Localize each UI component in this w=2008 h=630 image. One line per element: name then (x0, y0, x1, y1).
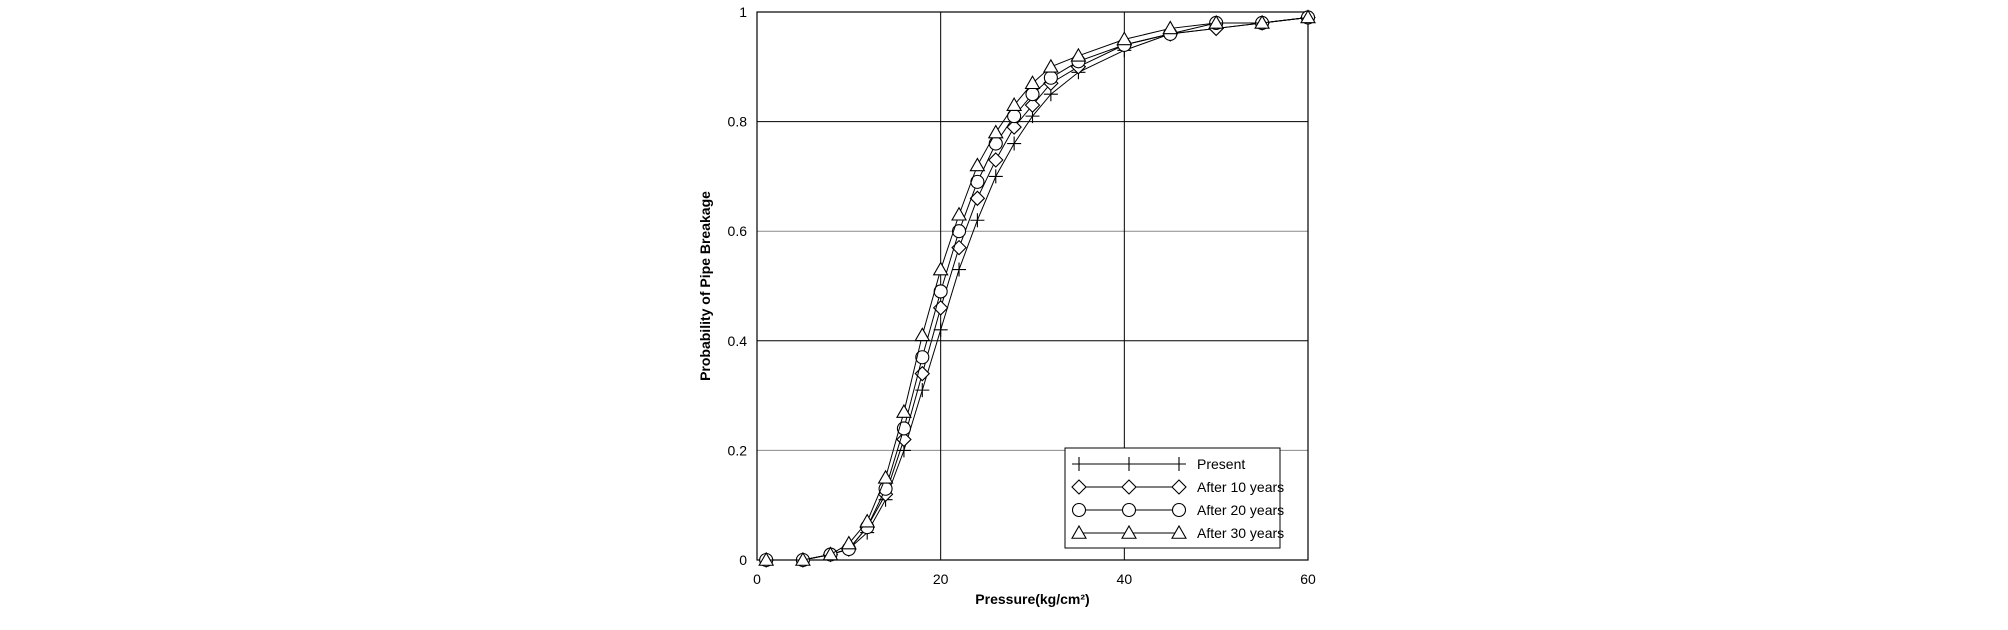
x-tick-label: 0 (753, 571, 761, 587)
data-point (895, 403, 912, 418)
data-point (988, 136, 1003, 151)
legend-box (1064, 447, 1281, 549)
x-tick-label: 60 (1300, 571, 1316, 587)
legend-items: Present After 10 years After 20 years After… (1071, 456, 1284, 541)
legend-marker (1121, 524, 1137, 539)
data-point (758, 551, 775, 566)
legend-marker (1122, 457, 1136, 471)
y-tick-label: 0.8 (728, 114, 748, 130)
data-point (1025, 87, 1040, 102)
legend-marker (1072, 457, 1086, 471)
legend-item: Present (1072, 456, 1245, 472)
legend: Present After 10 years After 20 years After… (1064, 447, 1284, 549)
series-triangle (758, 9, 1316, 566)
data-point (859, 513, 876, 528)
legend-label: After 30 years (1197, 525, 1284, 541)
legend-marker (1121, 479, 1137, 495)
data-point (822, 546, 839, 561)
data-point (933, 322, 948, 337)
data-point (914, 327, 931, 342)
plot-area (756, 11, 1309, 561)
data-point (987, 152, 1004, 168)
x-tick-label: 20 (933, 571, 949, 587)
data-point (1042, 58, 1059, 73)
data-point (969, 190, 986, 207)
data-point (1300, 9, 1316, 24)
legend-item: After 30 years (1071, 524, 1284, 541)
data-point (914, 365, 931, 382)
data-point (1162, 20, 1179, 35)
series-group (758, 9, 1316, 568)
data-point (1024, 75, 1041, 90)
data-point (951, 224, 967, 239)
y-tick-label: 0 (739, 552, 747, 568)
legend-marker (1171, 524, 1187, 539)
x-tick-label: 40 (1117, 571, 1133, 587)
data-point (1043, 70, 1058, 85)
data-point (1024, 97, 1041, 113)
legend-label: After 10 years (1197, 479, 1284, 495)
data-point (1070, 47, 1087, 62)
legend-label: After 20 years (1197, 502, 1284, 518)
data-point (915, 350, 930, 365)
y-tick-label: 1 (739, 4, 747, 20)
data-point (877, 469, 894, 484)
data-point (951, 206, 967, 221)
y-tick-label: 0.4 (728, 333, 748, 349)
legend-item: After 10 years (1071, 479, 1284, 495)
legend-marker (1171, 502, 1187, 518)
data-point (969, 157, 986, 172)
y-tick-label: 0.6 (728, 223, 748, 239)
legend-marker (1121, 502, 1137, 518)
legend-marker (1071, 502, 1087, 518)
legend-item: After 20 years (1071, 502, 1284, 518)
data-point (987, 124, 1004, 139)
legend-marker (1172, 457, 1186, 471)
data-point (932, 261, 949, 276)
legend-label: Present (1197, 456, 1245, 472)
data-point (1254, 14, 1271, 29)
data-point (896, 431, 912, 448)
data-point (840, 535, 857, 550)
x-axis-title: Pressure(kg/cm²) (975, 591, 1089, 607)
legend-marker (1071, 524, 1087, 539)
axes: 0 0.2 0.4 0.6 0.8 1 0 20 40 60 (728, 4, 1316, 587)
data-point (952, 262, 967, 277)
data-point (970, 213, 985, 228)
legend-marker (1171, 479, 1187, 495)
data-point (1208, 14, 1225, 29)
legend-marker (1071, 479, 1087, 495)
data-point (1006, 119, 1022, 135)
data-point (1116, 31, 1133, 46)
data-point (1006, 97, 1023, 111)
data-point (794, 551, 811, 566)
data-point (988, 169, 1003, 184)
data-point (1007, 136, 1022, 151)
y-tick-label: 0.2 (728, 442, 748, 458)
y-axis-title: Probability of Pipe Breakage (697, 191, 713, 381)
